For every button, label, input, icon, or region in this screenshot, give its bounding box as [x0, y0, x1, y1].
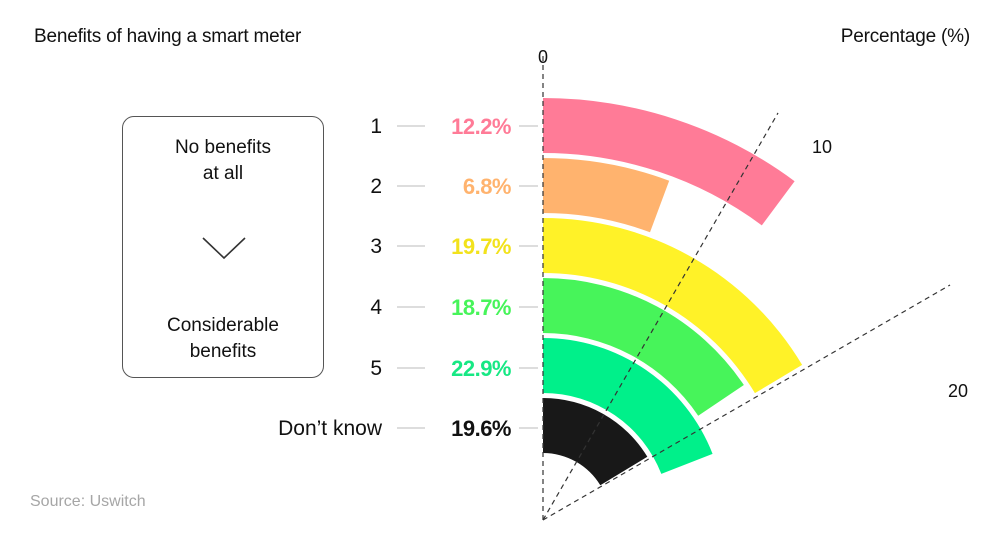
axis-line-20 [542, 284, 951, 521]
axis-tick-label: 0 [538, 47, 548, 67]
value-label: 19.6% [451, 416, 511, 441]
arc-bar-5 [543, 338, 713, 474]
legend-high-line2: benefits [189, 341, 257, 362]
legend-low-label: No benefits at all [123, 135, 323, 187]
scale-legend-box: No benefits at all Considerable benefits [122, 116, 324, 378]
category-label: 2 [370, 175, 382, 198]
axis-tick-label: 10 [812, 137, 832, 157]
category-label: Don’t know [278, 417, 383, 440]
value-label: 6.8% [463, 174, 511, 199]
legend-high-line1: Considerable [167, 315, 279, 336]
legend-low-line1: No benefits [174, 137, 272, 158]
value-label: 22.9% [451, 356, 511, 381]
chart-title: Benefits of having a smart meter [34, 26, 302, 47]
value-label: 19.7% [451, 234, 511, 259]
category-label: 5 [370, 357, 382, 380]
arc-bar-2 [543, 158, 670, 233]
category-label: 1 [370, 115, 382, 138]
category-label: 4 [370, 296, 382, 319]
arc-bar-1 [543, 98, 795, 226]
arc-bar-3 [543, 218, 803, 394]
legend-high-label: Considerable benefits [123, 313, 323, 365]
legend-low-line2: at all [202, 163, 244, 184]
category-label: 3 [370, 235, 382, 258]
chevron-down-icon [202, 237, 246, 260]
arc-bar-6 [543, 398, 648, 486]
value-label: 18.7% [451, 295, 511, 320]
axis-line-10 [542, 112, 779, 521]
source-note: Source: Uswitch [30, 493, 146, 510]
axis-tick-label: 20 [948, 381, 968, 401]
value-label: 12.2% [451, 114, 511, 139]
unit-label: Percentage (%) [840, 26, 970, 47]
